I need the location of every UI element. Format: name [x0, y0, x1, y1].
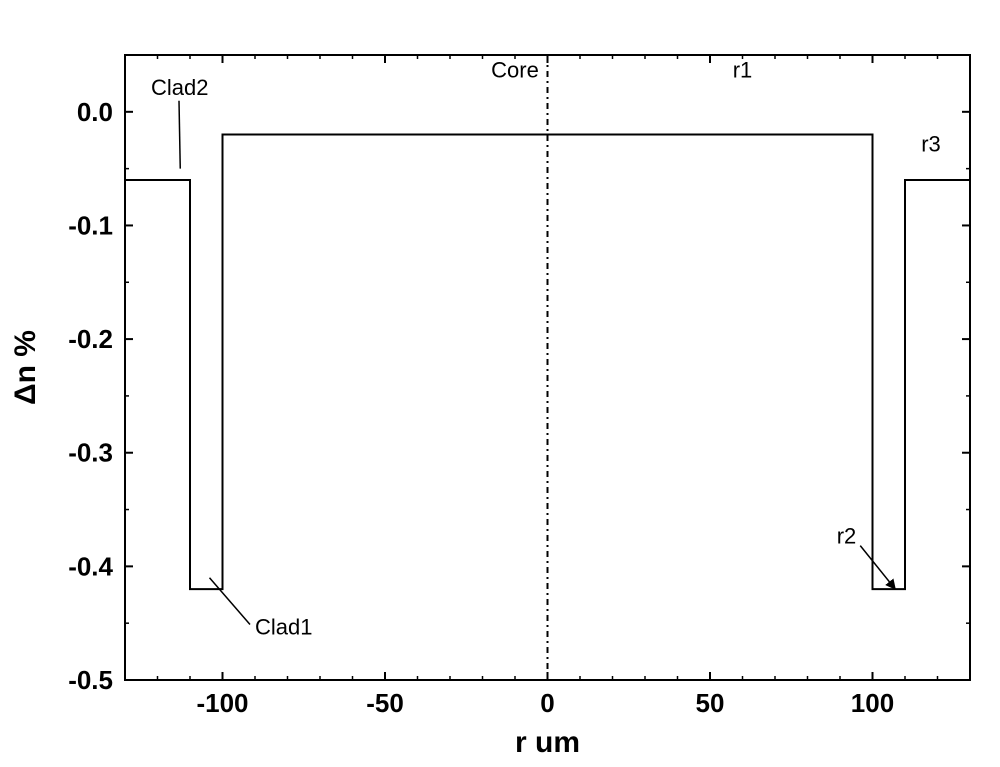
svg-text:-0.3: -0.3	[68, 438, 113, 468]
svg-text:r1: r1	[733, 58, 753, 83]
svg-text:Clad2: Clad2	[151, 75, 208, 100]
svg-text:0: 0	[540, 688, 554, 718]
svg-text:-50: -50	[366, 688, 404, 718]
svg-text:r3: r3	[921, 132, 941, 157]
svg-text:-100: -100	[196, 688, 248, 718]
svg-text:Core: Core	[491, 58, 539, 83]
svg-text:Δn %: Δn %	[9, 330, 42, 405]
refractive-index-profile-chart: -100 -50 0 50 100 -0.5 -0.4 -0.3 -0.2 -0.1 0.0 r um…	[0, 0, 1000, 767]
svg-text:r2: r2	[837, 524, 857, 549]
svg-text:0.0: 0.0	[77, 97, 113, 127]
svg-text:Clad1: Clad1	[255, 615, 312, 640]
svg-text:r um: r um	[515, 726, 580, 759]
svg-text:-0.2: -0.2	[68, 324, 113, 354]
chart-svg: -100 -50 0 50 100 -0.5 -0.4 -0.3 -0.2 -0.1 0.0 r um…	[0, 0, 1000, 767]
svg-text:100: 100	[851, 688, 894, 718]
svg-text:50: 50	[696, 688, 725, 718]
svg-text:-0.4: -0.4	[68, 551, 113, 581]
svg-text:-0.1: -0.1	[68, 210, 113, 240]
svg-text:-0.5: -0.5	[68, 665, 113, 695]
